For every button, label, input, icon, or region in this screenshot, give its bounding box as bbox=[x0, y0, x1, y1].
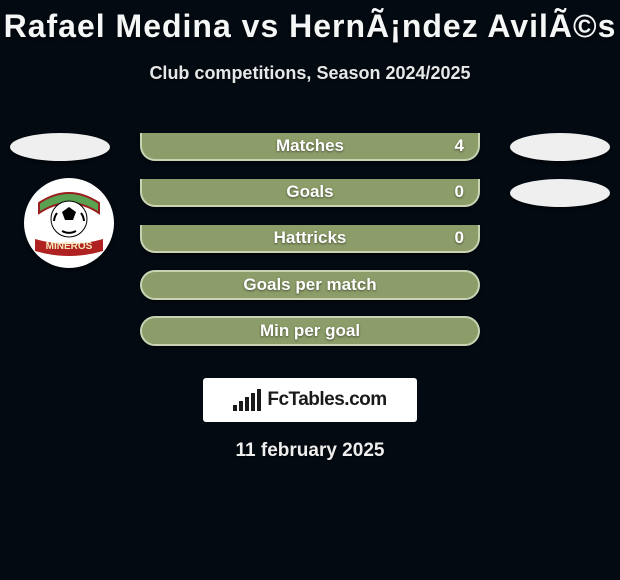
stat-pill: Matches 4 bbox=[140, 133, 480, 161]
stat-row: Matches 4 bbox=[0, 124, 620, 170]
logo-bar bbox=[257, 389, 261, 411]
stat-label: Goals bbox=[286, 182, 333, 202]
stat-pill: Hattricks 0 bbox=[140, 225, 480, 253]
page-title: Rafael Medina vs HernÃ¡ndez AvilÃ©s bbox=[0, 0, 620, 45]
stat-label: Hattricks bbox=[274, 228, 347, 248]
badge-banner-text: MINEROS bbox=[46, 241, 93, 252]
stat-label: Min per goal bbox=[260, 321, 360, 341]
logo-text: FcTables.com bbox=[267, 389, 386, 411]
right-ellipse bbox=[510, 179, 610, 207]
logo-bar bbox=[239, 401, 243, 411]
date-text: 11 february 2025 bbox=[0, 440, 620, 462]
stat-row: Goals per match bbox=[0, 262, 620, 308]
stat-label: Goals per match bbox=[243, 275, 376, 295]
stat-value: 0 bbox=[455, 182, 464, 202]
mineros-badge-icon: MINEROS bbox=[29, 183, 109, 263]
left-ellipse bbox=[10, 133, 110, 161]
stat-pill: Min per goal bbox=[140, 316, 480, 346]
logo-bars-icon bbox=[233, 389, 261, 411]
stat-label: Matches bbox=[276, 136, 344, 156]
stat-value: 0 bbox=[455, 228, 464, 248]
logo-bar bbox=[251, 393, 255, 411]
stat-row: Min per goal bbox=[0, 308, 620, 354]
stat-pill: Goals per match bbox=[140, 270, 480, 300]
logo-bar bbox=[233, 405, 237, 411]
stat-pill: Goals 0 bbox=[140, 179, 480, 207]
right-ellipse bbox=[510, 133, 610, 161]
logo-bar bbox=[245, 397, 249, 411]
fctables-logo: FcTables.com bbox=[203, 378, 417, 422]
team-badge: MINEROS bbox=[24, 178, 114, 268]
page-subtitle: Club competitions, Season 2024/2025 bbox=[0, 63, 620, 84]
stat-value: 4 bbox=[455, 136, 464, 156]
